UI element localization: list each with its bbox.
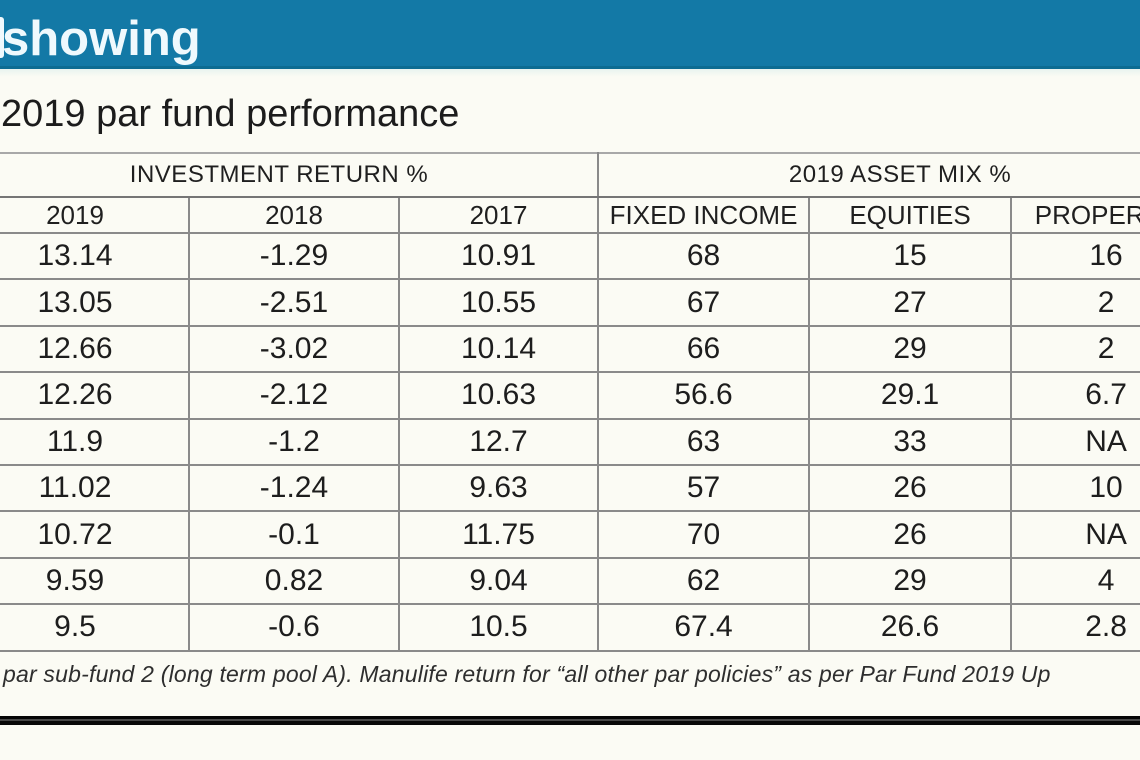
table-cell: NA — [1010, 510, 1140, 559]
table-cell: 26 — [808, 510, 1013, 559]
table-row: 13.05 -2.51 10.55 67 27 2 — [0, 278, 1140, 327]
table-cell: 57 — [597, 463, 811, 513]
table-cell: 2.8 — [1010, 603, 1140, 652]
table-cell: 56.6 — [597, 371, 811, 420]
table-cell: -1.24 — [188, 463, 400, 513]
group-header-asset-mix: 2019 ASSET MIX % — [598, 152, 1140, 198]
table-cell: 11.75 — [397, 510, 600, 559]
table-cell: 68 — [597, 231, 811, 281]
table-cell: 4 — [1010, 556, 1140, 606]
table-cell: 15 — [808, 231, 1013, 281]
table-row: 11.9 -1.2 12.7 63 33 NA — [0, 417, 1140, 466]
banner-title: showing — [2, 12, 201, 66]
table-cell: 12.7 — [397, 417, 600, 466]
figure-title: 2019 par fund performance — [1, 93, 460, 135]
column-header-property: PROPERTY — [1010, 197, 1140, 234]
table-cell: 10.5 — [397, 603, 600, 652]
table-cell: 27 — [808, 278, 1013, 327]
table-row: 12.26 -2.12 10.63 56.6 29.1 6.7 — [0, 371, 1140, 420]
table-cell: 9.63 — [397, 463, 600, 513]
table-cell: 13.14 — [0, 231, 190, 281]
table-cell: -3.02 — [188, 324, 400, 374]
table-cell: 67 — [597, 278, 811, 327]
table-cell: -1.29 — [188, 231, 400, 281]
table-cell: NA — [1010, 417, 1140, 466]
column-header-equities: EQUITIES — [808, 197, 1013, 234]
table-row: 9.5 -0.6 10.5 67.4 26.6 2.8 — [0, 603, 1140, 652]
table-row: 12.66 -3.02 10.14 66 29 2 — [0, 324, 1140, 374]
banner-glow — [0, 69, 1140, 77]
table-wrapper: INVESTMENT RETURN % 2019 ASSET MIX % 201… — [0, 152, 1140, 652]
table-cell: 10.72 — [0, 510, 190, 559]
table-cell: 9.5 — [0, 603, 190, 652]
table-cell: 2 — [1010, 324, 1140, 374]
table-cell: 12.26 — [0, 371, 190, 420]
table-cell: -2.51 — [188, 278, 400, 327]
header-banner: showing — [0, 0, 1140, 69]
footnote: par sub-fund 2 (long term pool A). Manul… — [3, 661, 1051, 687]
column-header-fixed-income: FIXED INCOME — [597, 197, 811, 234]
table-cell: 12.66 — [0, 324, 190, 374]
table-cell: 9.59 — [0, 556, 190, 606]
group-header-row: INVESTMENT RETURN % 2019 ASSET MIX % — [0, 152, 1140, 198]
table-row: 9.59 0.82 9.04 62 29 4 — [0, 556, 1140, 606]
cut-letter-fragment — [0, 17, 4, 58]
table-cell: 29 — [808, 324, 1013, 374]
table-cell: 29 — [808, 556, 1013, 606]
table-cell: -2.12 — [188, 371, 400, 420]
data-table: INVESTMENT RETURN % 2019 ASSET MIX % 201… — [0, 152, 1140, 652]
table-cell: -1.2 — [188, 417, 400, 466]
table-cell: 11.02 — [0, 463, 190, 513]
table-cell: 10.55 — [397, 278, 600, 327]
table-row: 13.14 -1.29 10.91 68 15 16 — [0, 231, 1140, 281]
table-cell: 6.7 — [1010, 371, 1140, 420]
bottom-rule-divider — [0, 716, 1140, 725]
table-row: 10.72 -0.1 11.75 70 26 NA — [0, 510, 1140, 559]
table-cell: 10.63 — [397, 371, 600, 420]
table-cell: 29.1 — [808, 371, 1013, 420]
table-cell: 16 — [1010, 231, 1140, 281]
table-cell: 33 — [808, 417, 1013, 466]
table-cell: 26.6 — [808, 603, 1013, 652]
table-cell: 67.4 — [597, 603, 811, 652]
table-cell: 2 — [1010, 278, 1140, 327]
table-cell: 63 — [597, 417, 811, 466]
table-cell: 0.82 — [188, 556, 400, 606]
table-cell: 11.9 — [0, 417, 190, 466]
column-header-2019: 2019 — [0, 197, 190, 234]
table-cell: 10 — [1010, 463, 1140, 513]
column-header-2017: 2017 — [397, 197, 600, 234]
column-header-2018: 2018 — [188, 197, 400, 234]
table-row: 11.02 -1.24 9.63 57 26 10 — [0, 463, 1140, 513]
table-cell: 70 — [597, 510, 811, 559]
column-header-row: 2019 2018 2017 FIXED INCOME EQUITIES PRO… — [0, 197, 1140, 234]
table-cell: 9.04 — [397, 556, 600, 606]
group-header-investment-return: INVESTMENT RETURN % — [0, 152, 600, 198]
table-cell: 62 — [597, 556, 811, 606]
table-cell: 13.05 — [0, 278, 190, 327]
table-cell: -0.1 — [188, 510, 400, 559]
table-cell: 10.91 — [397, 231, 600, 281]
table-cell: 26 — [808, 463, 1013, 513]
table-cell: 66 — [597, 324, 811, 374]
table-cell: -0.6 — [188, 603, 400, 652]
table-cell: 10.14 — [397, 324, 600, 374]
